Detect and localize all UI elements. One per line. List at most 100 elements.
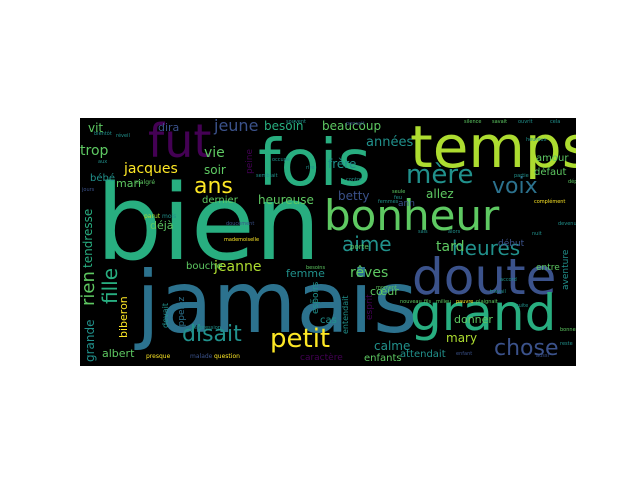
word-fois: fois: [258, 127, 371, 201]
word-enfants: enfants: [364, 353, 402, 364]
word-amour: amour: [536, 153, 569, 164]
word-partie: partie: [514, 173, 529, 179]
word-presque: presque: [146, 353, 171, 360]
word-dira: dira: [158, 121, 180, 134]
word-jeune: jeune: [214, 118, 259, 135]
word-nouveau: nouveau: [400, 299, 422, 305]
word-cas: cas: [320, 315, 337, 326]
word-contre: contre: [346, 177, 362, 183]
word-femme: femme: [286, 267, 325, 280]
word-plaignait: plaignait: [476, 299, 498, 305]
word-sais: sais: [418, 229, 428, 235]
word-tendresse: tendresse: [81, 208, 95, 268]
word-esprit: esprit: [365, 294, 375, 320]
word-pensait: pensait: [346, 121, 365, 127]
word-jacques: jacques: [124, 161, 178, 177]
word-espoirs: espoirs: [311, 281, 321, 314]
word-fut: fut: [148, 118, 212, 168]
word-frere: frère: [328, 157, 357, 171]
word-reves: rêves: [350, 265, 389, 281]
word-heureuse: heureuse: [258, 193, 314, 207]
word-besoin: besoin: [264, 119, 304, 133]
word-seule: seule: [392, 189, 406, 195]
word-jamais: jamais: [136, 253, 418, 353]
word-attendait: attendait: [400, 349, 446, 360]
word-dernier: dernier: [202, 195, 238, 206]
word-aime: aime: [342, 232, 392, 256]
word-trop: trop: [80, 143, 109, 159]
word-petit: petit: [270, 324, 331, 354]
word-mere: mère: [406, 160, 474, 190]
word-coeur: cœur: [370, 285, 399, 298]
word-bouche: bouche: [186, 261, 223, 272]
word-moment: moment: [376, 285, 398, 291]
word-lui: lui: [310, 299, 316, 305]
word-calme: calme: [374, 339, 411, 353]
word-accord: accord: [500, 277, 517, 283]
word-albert: albert: [102, 347, 135, 360]
word-mari: mari: [116, 177, 142, 190]
word-appelez: appelez: [177, 296, 187, 332]
word-chose: chose: [494, 336, 559, 361]
word-malgre: malgré: [134, 179, 156, 186]
word-cloud: bien jamais fois temps bonheur doute gra…: [80, 118, 576, 366]
word-caractere: caractère: [300, 353, 343, 363]
word-mademoiselle: mademoiselle: [224, 237, 260, 243]
word-reveil: réveil: [116, 133, 130, 139]
word-devenu: devenu: [558, 221, 576, 227]
word-betty: betty: [338, 189, 370, 203]
word-souvent: souvent: [286, 119, 306, 125]
word-jours: jours: [82, 187, 95, 193]
word-femmes: femmes: [378, 199, 399, 205]
word-rire: rire: [306, 165, 315, 171]
word-mary: mary: [446, 331, 478, 345]
word-fils: fils: [424, 299, 432, 305]
word-ouvrit: ouvrit: [518, 119, 533, 125]
word-question: question: [214, 353, 240, 360]
word-heures: heures: [452, 236, 521, 260]
word-biberon: biberon: [117, 296, 130, 338]
word-rien: rien: [80, 271, 99, 306]
word-occupe: occupé: [272, 157, 290, 163]
word-cela: cela: [550, 119, 561, 125]
word-travail: travail: [490, 289, 506, 295]
word-bien: bien: [96, 162, 321, 284]
word-debut: début: [498, 239, 525, 249]
word-beaucoup: beaucoup: [322, 119, 382, 133]
word-silence: silence: [464, 119, 482, 125]
word-jeanne: jeanne: [214, 259, 262, 275]
word-donner: donner: [454, 313, 493, 326]
word-savait: savait: [492, 119, 508, 125]
word-deja: déjà: [150, 219, 174, 232]
word-suite: suite: [516, 303, 529, 309]
word-pauvre: pauvre: [456, 299, 474, 305]
word-disait: disait: [182, 322, 242, 347]
word-aventure: aventure: [561, 249, 571, 290]
word-voix: voix: [492, 174, 538, 199]
word-milieu: milieu: [436, 299, 452, 305]
word-porte: porte: [350, 243, 369, 251]
word-depenses: dépenses: [568, 179, 576, 185]
word-heureux: heureux: [526, 137, 547, 143]
word-entendait: entendait: [341, 295, 350, 334]
word-doute: doute: [412, 248, 557, 306]
word-soir: soir: [204, 163, 226, 177]
word-enfant: enfant: [456, 351, 473, 357]
word-malade: malade: [190, 353, 213, 360]
word-complement: complément: [534, 199, 566, 205]
word-aussi: aussi: [536, 353, 549, 359]
word-grand: grand: [410, 284, 557, 342]
word-defaut: défaut: [534, 167, 567, 178]
word-doucement: doucement: [226, 221, 255, 227]
word-entre: entre: [536, 263, 560, 273]
word-bebe: bébé: [90, 173, 115, 184]
word-bonheur: bonheur: [324, 191, 500, 240]
word-grande: grande: [83, 319, 97, 362]
word-tard: tard: [436, 239, 465, 255]
word-allez: allez: [426, 187, 454, 201]
word-bonne: bonne: [560, 327, 576, 333]
word-ann: ann: [398, 199, 415, 209]
word-vit: vit: [88, 121, 104, 135]
word-mois: mois: [162, 213, 177, 220]
word-bientot: bientôt: [94, 131, 112, 137]
